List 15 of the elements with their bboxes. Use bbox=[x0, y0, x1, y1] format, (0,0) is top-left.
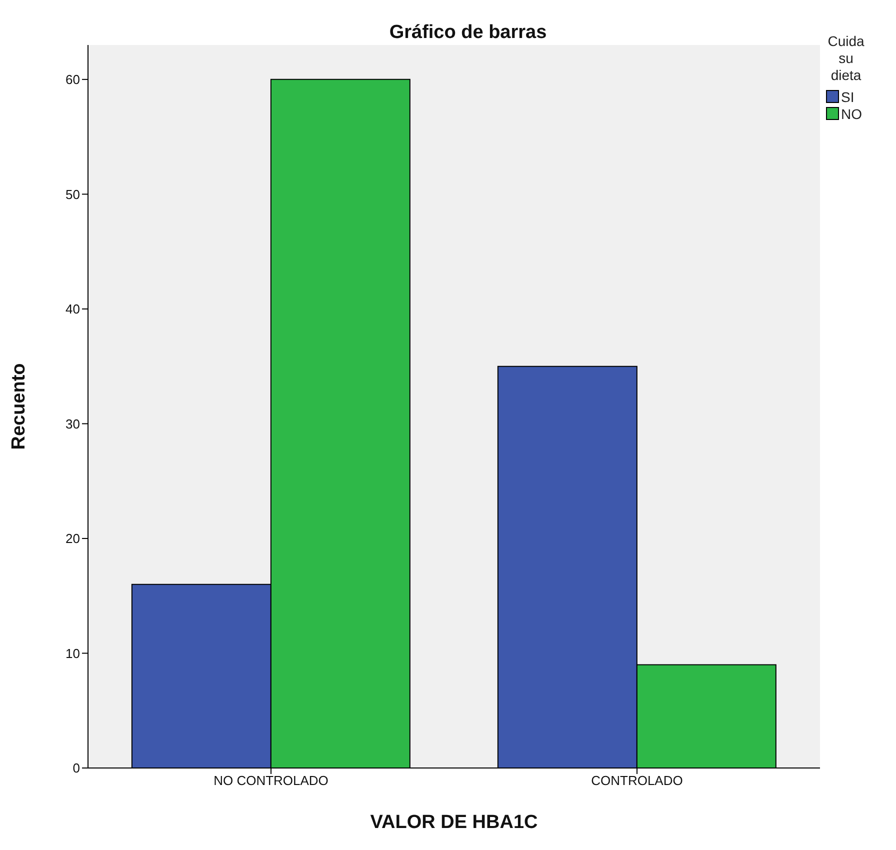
y-tick-label: 50 bbox=[66, 186, 80, 202]
x-tick-label: CONTROLADO bbox=[591, 773, 683, 788]
y-tick-label: 60 bbox=[66, 72, 80, 88]
x-axis-title: VALOR DE HBA1C bbox=[370, 812, 538, 833]
legend-label: SI bbox=[841, 88, 854, 104]
y-tick-label: 30 bbox=[66, 416, 80, 432]
chart-title: Gráfico de barras bbox=[389, 22, 547, 43]
x-tick-label: NO CONTROLADO bbox=[214, 773, 328, 788]
legend-label: NO bbox=[841, 106, 862, 122]
legend-title: Cuida su dieta bbox=[826, 33, 866, 84]
y-tick-label: 20 bbox=[66, 531, 80, 546]
y-tick-label: 10 bbox=[66, 646, 80, 661]
y-axis-title: Recuento bbox=[8, 363, 30, 450]
y-tick-label: 40 bbox=[66, 302, 80, 317]
y-tick-label: 0 bbox=[72, 760, 80, 776]
